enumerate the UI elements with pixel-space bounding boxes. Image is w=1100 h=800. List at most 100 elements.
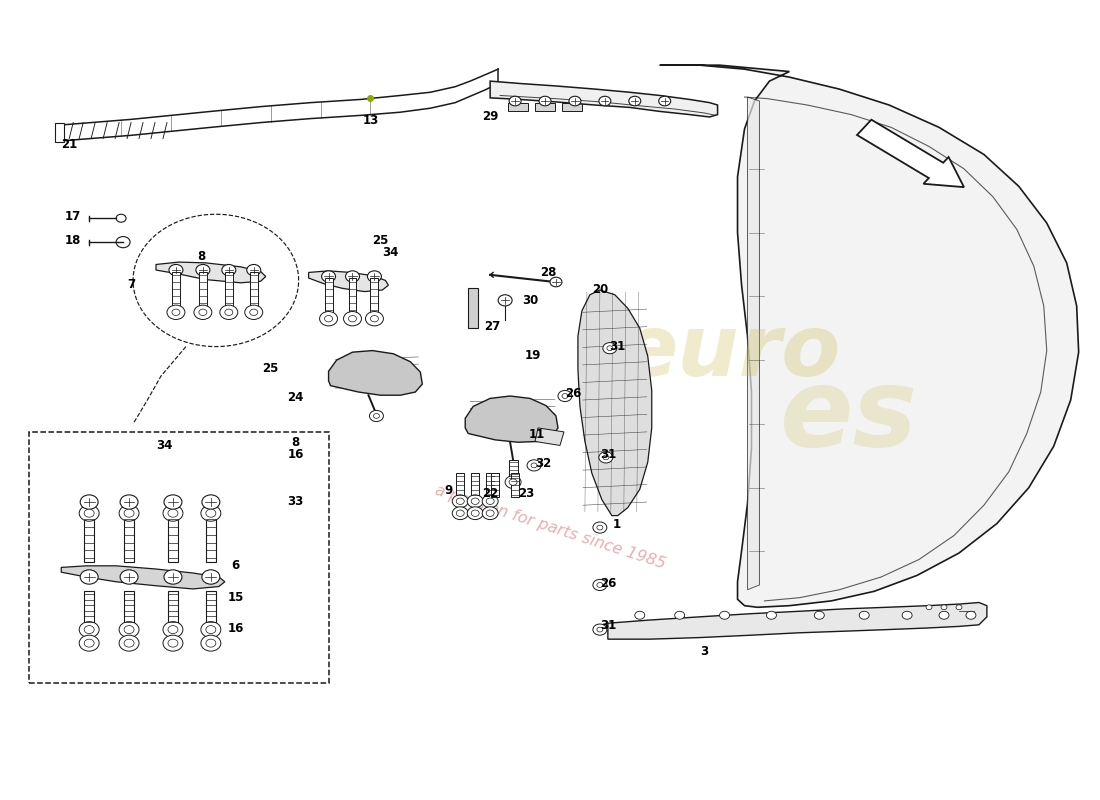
Circle shape	[902, 611, 912, 619]
Circle shape	[365, 311, 384, 326]
Text: 15: 15	[228, 591, 244, 604]
Circle shape	[320, 311, 338, 326]
Circle shape	[124, 510, 134, 517]
Circle shape	[120, 495, 138, 510]
Circle shape	[603, 455, 609, 460]
Circle shape	[603, 342, 617, 354]
Circle shape	[79, 635, 99, 651]
Circle shape	[674, 611, 684, 619]
Circle shape	[246, 265, 261, 276]
Circle shape	[224, 309, 233, 315]
FancyBboxPatch shape	[30, 432, 329, 683]
Circle shape	[940, 605, 947, 610]
Circle shape	[966, 611, 976, 619]
Circle shape	[324, 315, 332, 322]
Text: 3: 3	[701, 645, 708, 658]
Text: 28: 28	[540, 266, 557, 279]
Circle shape	[169, 265, 183, 276]
Circle shape	[345, 271, 360, 282]
Text: 9: 9	[444, 483, 452, 497]
Bar	[508, 460, 518, 480]
Polygon shape	[660, 65, 1079, 607]
Circle shape	[80, 570, 98, 584]
Bar	[250, 272, 257, 306]
Text: 18: 18	[65, 234, 81, 247]
Bar	[324, 278, 332, 313]
Circle shape	[80, 495, 98, 510]
Polygon shape	[469, 288, 478, 328]
Bar	[199, 272, 207, 306]
Circle shape	[164, 570, 182, 584]
Text: 26: 26	[564, 387, 581, 400]
Circle shape	[486, 510, 494, 516]
Text: 31: 31	[600, 448, 616, 461]
Circle shape	[201, 506, 221, 521]
Circle shape	[471, 510, 480, 516]
Circle shape	[222, 265, 235, 276]
Circle shape	[168, 626, 178, 634]
Circle shape	[926, 605, 932, 610]
Circle shape	[220, 305, 238, 319]
Circle shape	[202, 495, 220, 510]
Bar	[55, 123, 64, 142]
Circle shape	[593, 522, 607, 533]
Text: 8: 8	[292, 436, 300, 449]
Polygon shape	[535, 428, 564, 446]
Circle shape	[939, 611, 949, 619]
Text: 29: 29	[482, 110, 498, 123]
Circle shape	[629, 96, 641, 106]
Text: 16: 16	[287, 448, 304, 461]
Circle shape	[767, 611, 777, 619]
FancyArrow shape	[857, 120, 964, 187]
Circle shape	[172, 309, 180, 315]
Circle shape	[456, 498, 464, 505]
Circle shape	[558, 390, 572, 402]
Circle shape	[343, 311, 362, 326]
Text: 34: 34	[156, 439, 173, 452]
Text: 26: 26	[600, 577, 616, 590]
Circle shape	[956, 605, 962, 610]
Bar	[491, 474, 499, 498]
Circle shape	[482, 507, 498, 519]
Circle shape	[531, 463, 537, 468]
Circle shape	[163, 622, 183, 638]
Text: 31: 31	[608, 340, 625, 353]
Circle shape	[598, 96, 611, 106]
Circle shape	[250, 309, 257, 315]
Text: 34: 34	[382, 246, 398, 259]
Bar	[168, 591, 178, 625]
Text: 25: 25	[263, 362, 279, 374]
Bar	[172, 272, 180, 306]
Circle shape	[194, 305, 212, 319]
Circle shape	[370, 410, 384, 422]
Circle shape	[124, 639, 134, 647]
Bar	[471, 474, 480, 498]
Circle shape	[607, 346, 613, 350]
Text: 24: 24	[287, 391, 304, 404]
Bar	[85, 515, 95, 562]
Circle shape	[168, 639, 178, 647]
Text: 11: 11	[529, 428, 546, 441]
Text: a passion for parts since 1985: a passion for parts since 1985	[432, 483, 668, 572]
Circle shape	[486, 498, 494, 505]
Circle shape	[206, 639, 216, 647]
Circle shape	[456, 510, 464, 516]
Text: 20: 20	[592, 283, 608, 297]
Circle shape	[468, 495, 483, 508]
Text: 17: 17	[65, 210, 81, 223]
Circle shape	[119, 506, 139, 521]
Circle shape	[120, 570, 138, 584]
Circle shape	[471, 498, 480, 505]
Circle shape	[597, 627, 603, 632]
Circle shape	[373, 414, 380, 418]
Bar	[224, 272, 233, 306]
Polygon shape	[578, 290, 651, 515]
Text: 8: 8	[197, 250, 205, 263]
Circle shape	[124, 626, 134, 634]
Circle shape	[206, 626, 216, 634]
Circle shape	[85, 510, 95, 517]
Circle shape	[468, 507, 483, 519]
Circle shape	[168, 510, 178, 517]
Circle shape	[349, 315, 356, 322]
Circle shape	[85, 639, 95, 647]
